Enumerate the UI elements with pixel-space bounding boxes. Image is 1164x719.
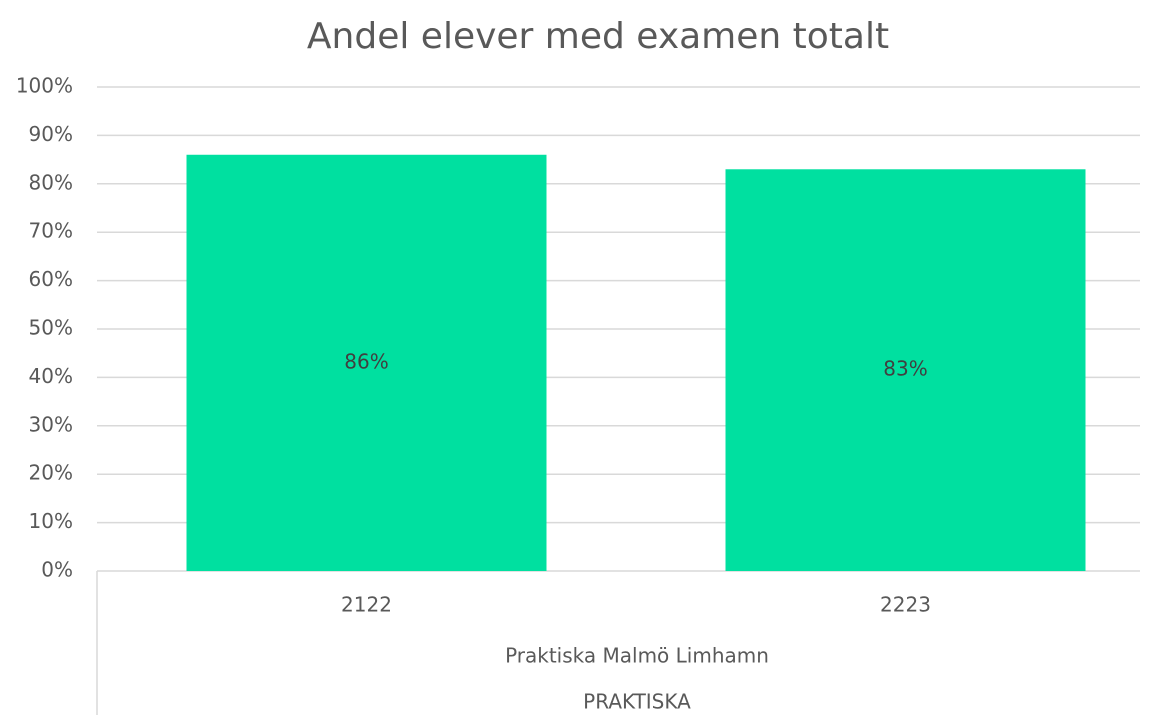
x-tick-label: 2223 bbox=[880, 593, 931, 617]
y-tick-label: 50% bbox=[29, 316, 73, 340]
y-tick-label: 20% bbox=[29, 461, 73, 485]
y-tick-label: 60% bbox=[29, 267, 73, 291]
x-tick-label: 2122 bbox=[341, 593, 392, 617]
y-tick-label: 40% bbox=[29, 364, 73, 388]
y-tick-label: 30% bbox=[29, 412, 73, 436]
bar bbox=[186, 154, 547, 571]
data-label: 86% bbox=[344, 349, 388, 373]
bar bbox=[725, 169, 1086, 571]
chart-title: Andel elever med examen totalt bbox=[307, 16, 889, 57]
group-label: Praktiska Malmö Limhamn bbox=[505, 644, 769, 668]
y-tick-label: 90% bbox=[29, 122, 73, 146]
y-tick-label: 80% bbox=[29, 170, 73, 194]
data-label: 83% bbox=[883, 357, 927, 381]
y-tick-label: 10% bbox=[29, 509, 73, 533]
y-tick-label: 100% bbox=[16, 74, 73, 98]
y-tick-label: 70% bbox=[29, 219, 73, 243]
supergroup-label: PRAKTISKA bbox=[583, 690, 691, 714]
y-tick-label: 0% bbox=[41, 558, 73, 582]
